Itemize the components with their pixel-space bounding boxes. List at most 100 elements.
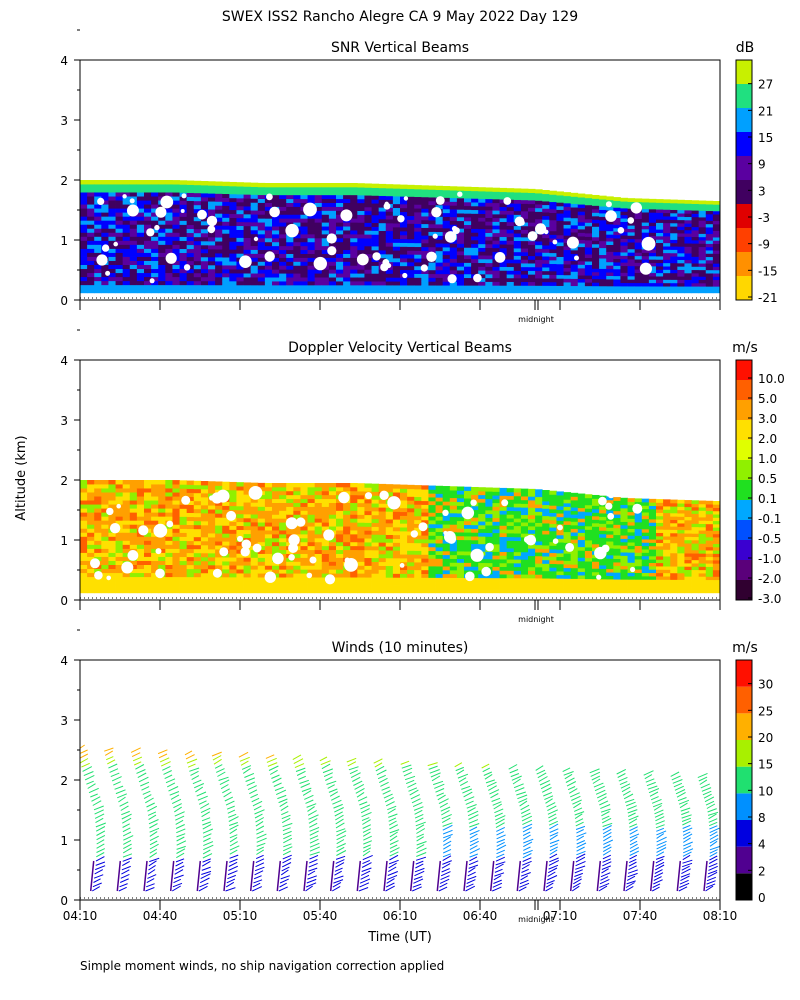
heatmap-cell — [528, 555, 536, 560]
heatmap-cell — [556, 585, 564, 590]
heatmap-cell — [336, 541, 344, 547]
heatmap-cell — [542, 545, 550, 550]
heatmap-cell — [179, 212, 188, 217]
heatmap-cell — [392, 273, 401, 278]
heatmap-cell — [122, 264, 131, 270]
heatmap-cell — [350, 581, 358, 586]
heatmap-cell — [257, 486, 266, 492]
heatmap-cell — [506, 285, 515, 290]
heatmap-cell — [193, 480, 202, 486]
heatmap-cell — [656, 209, 664, 213]
heatmap-cell — [328, 483, 337, 488]
heatmap-cell — [499, 491, 508, 496]
heatmap-cell — [435, 569, 444, 575]
heatmap-cell — [364, 234, 372, 239]
heatmap-cell — [592, 219, 600, 224]
heatmap-cell — [350, 549, 358, 554]
heatmap-cell — [471, 202, 479, 207]
heatmap-cell — [136, 204, 145, 209]
heatmap-cell — [428, 216, 436, 221]
heatmap-cell — [648, 272, 657, 277]
heatmap-cell — [328, 269, 337, 274]
heatmap-cell — [87, 532, 95, 537]
heatmap-cell — [80, 252, 88, 257]
heatmap-cell — [357, 238, 365, 243]
heatmap-cell — [122, 588, 131, 594]
heatmap-cell — [492, 266, 500, 271]
heatmap-cell — [314, 233, 323, 239]
heatmap-cell — [656, 269, 664, 274]
heatmap-cell — [172, 536, 180, 541]
heatmap-cell — [378, 557, 387, 563]
heatmap-cell — [428, 539, 436, 544]
heatmap-cell — [364, 581, 372, 586]
heatmap-cell — [691, 206, 700, 211]
heatmap-cell — [80, 204, 88, 209]
heatmap-cell — [293, 214, 301, 219]
heatmap-cell — [449, 205, 458, 210]
heatmap-cell — [350, 273, 358, 278]
heatmap-cell — [400, 538, 408, 543]
heatmap-cell — [80, 504, 88, 509]
heatmap-cell — [584, 208, 593, 213]
heatmap-cell — [279, 237, 287, 243]
heatmap-cell — [471, 209, 479, 214]
heatmap-cell — [151, 288, 159, 294]
heatmap-cell — [200, 224, 209, 230]
heatmap-cell — [115, 532, 124, 537]
heatmap-cell — [151, 272, 159, 278]
heatmap-cell — [599, 209, 607, 214]
heatmap-cell — [698, 243, 707, 248]
heatmap-cell — [428, 520, 436, 525]
heatmap-cell — [648, 202, 657, 206]
heatmap-cell — [464, 490, 472, 495]
heatmap-cell — [499, 244, 508, 249]
heatmap-cell — [343, 261, 351, 266]
heatmap-cell — [165, 244, 173, 249]
heatmap-cell — [151, 232, 159, 237]
heatmap-cell — [400, 496, 408, 501]
heatmap-cell — [492, 240, 500, 245]
data-gap — [435, 196, 445, 205]
heatmap-cell — [414, 562, 422, 567]
heatmap-cell — [108, 584, 116, 590]
heatmap-cell — [449, 266, 458, 271]
heatmap-cell — [144, 268, 152, 274]
heatmap-cell — [705, 217, 714, 221]
heatmap-cell — [243, 525, 252, 531]
heatmap-cell — [179, 260, 188, 266]
heatmap-cell — [691, 230, 700, 234]
heatmap-cell — [186, 548, 195, 554]
data-gap — [96, 254, 108, 266]
heatmap-cell — [485, 273, 493, 279]
heatmap-cell — [115, 484, 124, 489]
heatmap-cell — [115, 260, 124, 265]
data-gap — [514, 216, 525, 227]
heatmap-cell — [122, 252, 131, 257]
heatmap-cell — [435, 273, 444, 278]
heatmap-cell — [208, 205, 216, 210]
heatmap-cell — [563, 510, 572, 515]
heatmap-cell — [627, 525, 636, 529]
heatmap-cell — [577, 207, 586, 212]
heatmap-cell — [712, 201, 720, 205]
heatmap-cell — [236, 490, 244, 495]
heatmap-cell — [648, 559, 657, 564]
heatmap-cell — [464, 551, 472, 556]
data-gap — [113, 241, 118, 247]
heatmap-cell — [186, 224, 195, 230]
heatmap-cell — [293, 198, 301, 204]
heatmap-cell — [506, 491, 515, 497]
heatmap-cell — [357, 538, 365, 543]
heatmap-cell — [421, 231, 429, 236]
heatmap-cell — [336, 198, 344, 204]
heatmap-cell — [492, 210, 500, 215]
heatmap-cell — [343, 202, 351, 207]
heatmap-cell — [400, 219, 408, 224]
heatmap-cell — [300, 494, 308, 500]
heatmap-cell — [364, 506, 372, 512]
heatmap-cell — [421, 185, 429, 190]
heatmap-cell — [87, 540, 95, 545]
heatmap-cell — [464, 254, 472, 260]
heatmap-cell — [350, 533, 358, 539]
